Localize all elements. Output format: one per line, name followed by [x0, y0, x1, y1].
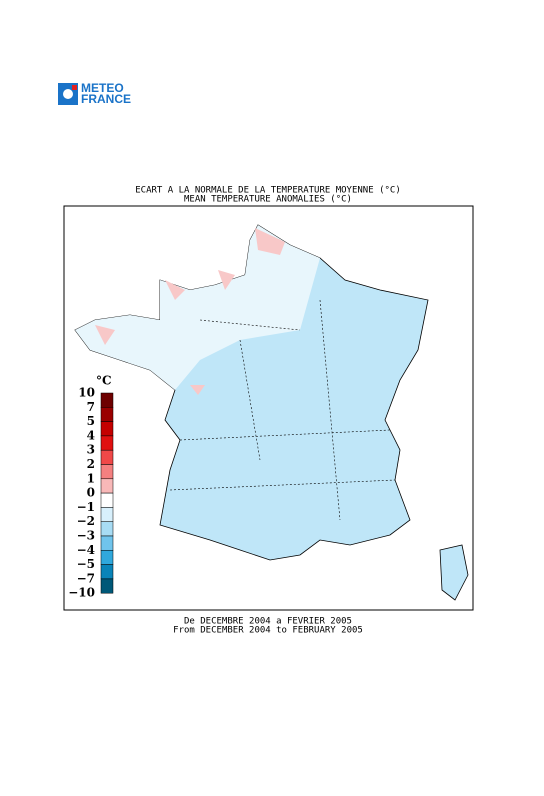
warm-patch: [190, 385, 205, 395]
warm-patch: [95, 325, 115, 345]
warm-patch: [165, 280, 185, 300]
legend-swatch: [100, 578, 114, 594]
legend-label: 7: [87, 400, 95, 414]
legend-swatch: [100, 535, 114, 551]
logo: METEO FRANCE: [58, 81, 131, 106]
legend-swatch: [100, 407, 114, 422]
logo-text: FRANCE: [81, 92, 131, 106]
legend-label: 1: [87, 471, 95, 485]
legend-swatch: [100, 550, 114, 565]
footer: De DECEMBRE 2004 a FEVRIER 2005: [184, 617, 352, 627]
legend-swatch: [100, 435, 114, 451]
title: ECART A LA NORMALE DE LA TEMPERATURE MOY…: [135, 186, 401, 196]
legend-label: −4: [77, 543, 95, 557]
logo-text: METEO: [81, 81, 124, 95]
legend-label: −7: [77, 571, 95, 585]
subtitle: MEAN TEMPERATURE ANOMALIES (°C): [184, 195, 352, 205]
legend-label: −2: [77, 514, 95, 528]
warm-patch: [255, 228, 285, 255]
corsica: [439, 544, 469, 601]
map-frame: [63, 205, 474, 611]
legend-label: 4: [87, 428, 95, 442]
legend-label: −10: [68, 586, 95, 600]
legend-swatch: [100, 464, 114, 480]
legend-swatch: [100, 421, 114, 437]
legend-unit: °C: [96, 374, 112, 388]
legend-label: 5: [87, 414, 95, 428]
legend-label: 0: [87, 486, 95, 500]
legend-label: 3: [87, 443, 95, 457]
legend-swatch: [100, 392, 114, 408]
logo-icon-dot: [63, 89, 73, 99]
legend-label: −3: [77, 529, 95, 543]
legend-swatch: [100, 478, 114, 494]
legend-label: −1: [77, 500, 95, 514]
map: [74, 224, 469, 601]
warm-patch: [218, 270, 235, 290]
logo-icon-red: [72, 85, 77, 90]
legend-label: −5: [77, 557, 95, 571]
borders: [169, 299, 396, 521]
legend-swatch: [100, 564, 114, 580]
legend-swatch: [100, 492, 114, 508]
legend-swatch: [100, 449, 114, 465]
legend-label: 10: [78, 386, 95, 400]
legend-swatch: [100, 521, 114, 537]
legend-swatch: [100, 507, 114, 522]
footer: From DECEMBER 2004 to FEBRUARY 2005: [173, 626, 363, 636]
legend-label: 2: [87, 457, 95, 471]
north-zone: [75, 225, 320, 390]
